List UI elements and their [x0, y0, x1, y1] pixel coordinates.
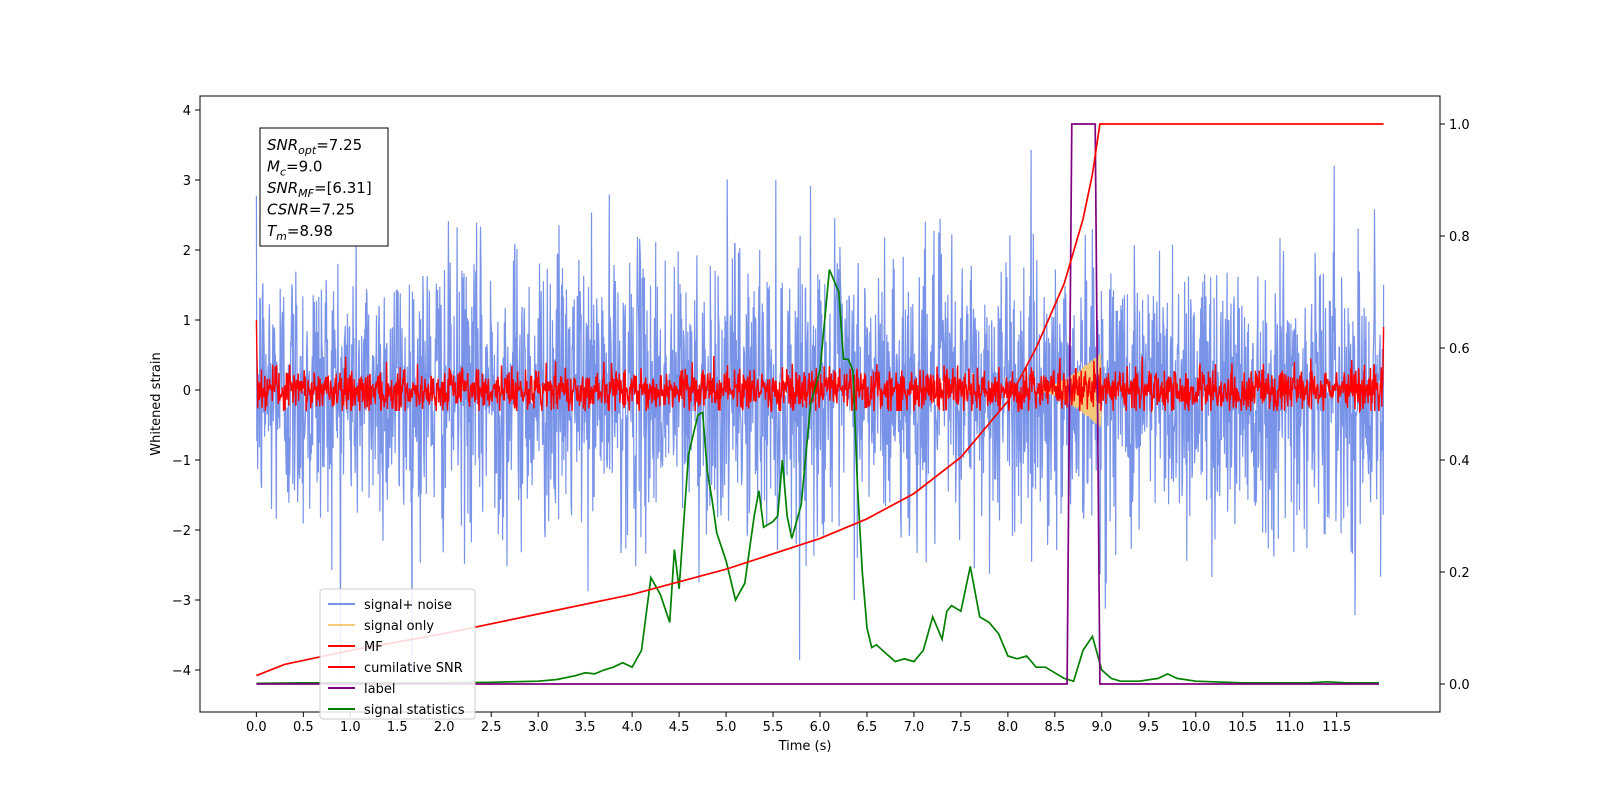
y-tick-label: 4: [183, 104, 191, 119]
annotation-sub: m: [276, 230, 287, 243]
x-tick-label: 9.0: [1091, 720, 1112, 735]
y-tick-label: 2: [183, 244, 191, 259]
x-tick-label: 4.5: [669, 720, 690, 735]
y2-tick-label: 0.0: [1449, 678, 1470, 693]
x-tick-label: 11.5: [1322, 720, 1351, 735]
series-signal-statistics: [256, 269, 1379, 685]
annotation-line: SNRopt=7.25: [267, 136, 362, 157]
x-tick-label: 4.0: [622, 720, 643, 735]
x-tick-label: 3.5: [575, 720, 596, 735]
legend: signal+ noise signal only MF cumilative SNR…: [319, 588, 476, 720]
y-tick-label: 3: [183, 174, 191, 189]
legend-label: cumilative SNR: [364, 661, 463, 676]
series-mf: [255, 319, 1385, 414]
x-tick-label: 5.5: [763, 720, 784, 735]
y-tick-label: 1: [183, 314, 191, 329]
y2-tick-label: 0.4: [1449, 454, 1470, 469]
annotation-box: SNRopt=7.25Mc=9.0SNRMF=[6.31]CSNR=7.25Tm…: [259, 127, 389, 247]
y-tick-label: −2: [172, 524, 191, 539]
x-tick-label: 8.5: [1045, 720, 1066, 735]
annotation-var: M: [267, 158, 280, 176]
legend-label: signal+ noise: [364, 598, 452, 613]
x-tick-label: 1.0: [340, 720, 361, 735]
y2-ticks: 1.0 0.8 0.6 0.4 0.2 0.0: [1440, 118, 1470, 693]
annotation-var: CSNR: [267, 201, 309, 219]
legend-frame: [319, 588, 476, 720]
annotation-var: SNR: [267, 136, 298, 154]
annotation-line: SNRMF=[6.31]: [267, 179, 372, 200]
y-tick-label: −3: [172, 594, 191, 609]
x-tick-label: 2.5: [481, 720, 502, 735]
x-tick-label: 10.5: [1228, 720, 1257, 735]
x-tick-label: 1.5: [387, 720, 408, 735]
annotation-sub: MF: [298, 187, 314, 200]
legend-label: MF: [364, 640, 383, 655]
y-tick-label: −4: [172, 664, 191, 679]
y-axis-label: Whitened strain: [149, 352, 164, 455]
mf-layer: [255, 319, 1385, 414]
y-ticks: 4 3 2 1 0 −1 −2 −3 −4: [172, 104, 200, 679]
annotation-value: =8.98: [287, 222, 333, 240]
y2-tick-label: 0.2: [1449, 566, 1470, 581]
x-tick-label: 0.5: [293, 720, 314, 735]
x-tick-label: 0.0: [246, 720, 267, 735]
annotation-sub: c: [280, 166, 286, 179]
y-tick-label: 0: [183, 384, 191, 399]
y2-tick-label: 1.0: [1449, 118, 1470, 133]
x-tick-label: 7.0: [904, 720, 925, 735]
x-tick-label: 10.0: [1181, 720, 1210, 735]
annotation-line: Tm=8.98: [267, 222, 333, 243]
annotation-value: =9.0: [286, 158, 322, 176]
series-signal-noise: [255, 149, 1385, 678]
y2-tick-label: 0.8: [1449, 230, 1470, 245]
annotation-value: =7.25: [316, 136, 362, 154]
annotation-sub: opt: [298, 144, 317, 157]
legend-label: signal statistics: [364, 703, 465, 718]
x-tick-label: 7.5: [951, 720, 972, 735]
legend-label: label: [364, 682, 395, 697]
x-tick-label: 11.0: [1275, 720, 1304, 735]
annotation-var: T: [267, 222, 278, 240]
x-tick-label: 6.5: [857, 720, 878, 735]
x-ticks: 0.0 0.5 1.0 1.5 2.0 2.5 3.0 3.5 4.0 4.5 5.0 5.5 6.0 6…: [246, 712, 1351, 735]
annotation-line: Mc=9.0: [267, 158, 322, 179]
annotation-line: CSNR=7.25: [267, 201, 355, 219]
x-tick-label: 6.0: [810, 720, 831, 735]
legend-label: signal only: [364, 619, 434, 634]
x-tick-label: 9.5: [1138, 720, 1159, 735]
noise-layer: [255, 149, 1385, 678]
annotation-value: =[6.31]: [314, 179, 372, 197]
annotation-frame: [259, 127, 389, 247]
x-axis-label: Time (s): [778, 739, 832, 754]
x-tick-label: 8.0: [998, 720, 1019, 735]
y2-tick-label: 0.6: [1449, 342, 1470, 357]
x-tick-label: 5.0: [716, 720, 737, 735]
annotation-var: SNR: [267, 179, 298, 197]
x-tick-label: 2.0: [434, 720, 455, 735]
series-label: [256, 123, 1379, 685]
x-tick-label: 3.0: [528, 720, 549, 735]
annotation-value: =7.25: [309, 201, 355, 219]
y-tick-label: −1: [172, 454, 191, 469]
